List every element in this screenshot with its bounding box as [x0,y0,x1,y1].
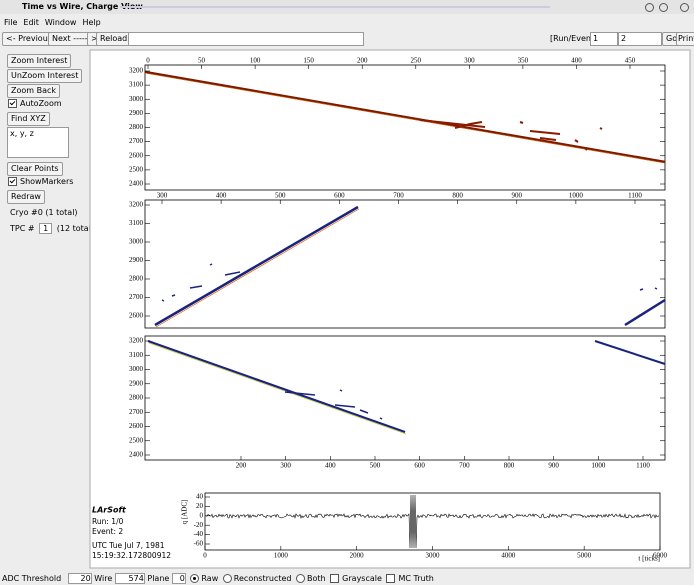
y-tick-label: 2900 [129,379,144,387]
y-tick-label: 3200 [129,67,144,75]
y-tick-label: 0 [200,511,204,519]
y-tick-label: 3100 [129,81,144,89]
x-tick-label: 350 [518,57,529,65]
mc-truth-checkbox[interactable]: MC Truth [398,574,433,583]
x-tick-label: 600 [334,192,345,200]
x-tick-label: 400 [216,192,227,200]
x-tick-label: 4000 [501,552,516,560]
y-tick-label: 3200 [129,201,144,209]
x-tick-label: 300 [280,462,291,470]
y-tick-label: 2500 [129,165,144,173]
x-tick-label: 800 [504,462,515,470]
x-tick-label: 1000 [274,552,289,560]
x-tick-label: 200 [236,462,247,470]
x-tick-label: 300 [464,57,475,65]
wire-input[interactable]: 574 [115,573,145,584]
x-tick-label: 900 [512,192,523,200]
x-tick-label: 50 [198,57,206,65]
x-tick-label: 900 [548,462,559,470]
x-tick-label: 2000 [350,552,365,560]
x-tick-label: 1000 [569,192,584,200]
y-tick-label: 2900 [129,256,144,264]
x-tick-label: 1100 [636,462,650,470]
x-tick-label: 400 [571,57,582,65]
y-tick-label: 3100 [129,219,144,227]
y-tick-label: 2900 [129,109,144,117]
waveform-ylabel: q [ADC] [181,500,189,525]
x-tick-label: 700 [459,462,470,470]
app-window: Time vs Wire, Charge View FileEditWindow… [0,0,694,585]
y-tick-label: -60 [194,540,204,548]
y-tick-label: 3100 [129,351,144,359]
info-run: Run: 1/0 [92,517,124,526]
reconstructed-option[interactable]: Reconstructed [234,574,292,583]
y-tick-label: 3000 [129,238,144,246]
y-tick-label: 2600 [129,312,144,320]
canvas-background [90,50,690,568]
both-option[interactable]: Both [307,574,326,583]
y-tick-label: 2600 [129,422,144,430]
bottom-bar: ADC Threshold 20 Wire 574 Plane 0 Raw Re… [2,573,434,584]
canvas: q [ADC] t [ticks] LArSoft Run: 1/0 Event… [0,0,694,585]
x-tick-label: 450 [625,57,636,65]
adc-threshold-input[interactable]: 20 [68,573,92,584]
y-tick-label: -40 [194,530,204,538]
x-tick-label: 5000 [577,552,592,560]
x-tick-label: 1100 [628,192,642,200]
x-tick-label: 250 [411,57,422,65]
x-tick-label: 500 [370,462,381,470]
y-tick-label: 2600 [129,151,144,159]
raw-option[interactable]: Raw [201,574,218,583]
y-tick-label: 2500 [129,436,144,444]
x-tick-label: 6000 [653,552,668,560]
y-tick-label: 2800 [129,123,144,131]
wire-label: Wire [94,574,112,583]
y-tick-label: 2700 [129,408,144,416]
y-tick-label: 40 [196,493,204,501]
y-tick-label: -20 [194,521,204,529]
info-event: Event: 2 [92,527,123,536]
y-tick-label: 2700 [129,137,144,145]
plane-label: Plane [147,574,169,583]
x-tick-label: 300 [157,192,168,200]
x-tick-label: 0 [203,552,207,560]
y-tick-label: 2700 [129,293,144,301]
y-tick-label: 2800 [129,394,144,402]
x-tick-label: 0 [146,57,150,65]
x-tick-label: 400 [325,462,336,470]
x-tick-label: 3000 [426,552,441,560]
y-tick-label: 3000 [129,365,144,373]
x-tick-label: 1000 [591,462,606,470]
x-tick-label: 100 [250,57,261,65]
adc-threshold-label: ADC Threshold [2,574,61,583]
x-tick-label: 700 [393,192,404,200]
y-tick-label: 2400 [129,451,144,459]
info-name: LArSoft [92,506,127,515]
grayscale-checkbox[interactable]: Grayscale [342,574,382,583]
info-time: 15:19:32.172800912 [92,551,171,560]
plane-input[interactable]: 0 [172,573,186,584]
x-tick-label: 800 [452,192,463,200]
y-tick-label: 2800 [129,275,144,283]
info-utc: UTC Tue Jul 7, 1981 [92,541,165,550]
y-tick-label: 2400 [129,180,144,188]
x-tick-label: 600 [414,462,425,470]
y-tick-label: 20 [196,502,204,510]
x-tick-label: 150 [303,57,314,65]
y-tick-label: 3000 [129,95,144,103]
x-tick-label: 500 [275,192,286,200]
x-tick-label: 200 [357,57,368,65]
y-tick-label: 3200 [129,337,144,345]
